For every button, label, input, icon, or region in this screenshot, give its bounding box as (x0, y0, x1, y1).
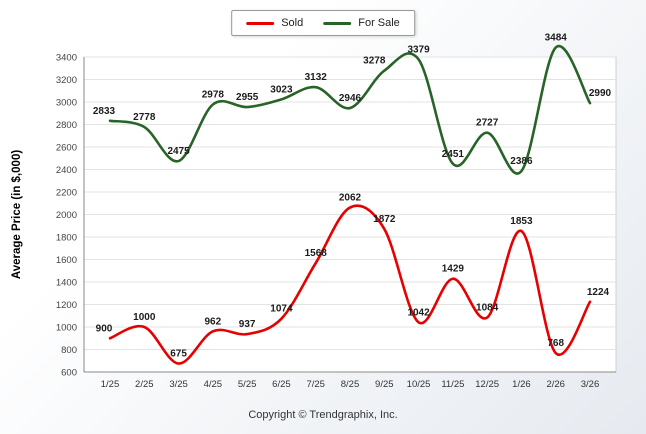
x-tick-label: 8/25 (341, 379, 360, 390)
data-label: 900 (96, 323, 113, 334)
series-line-for-sale (108, 44, 592, 175)
data-label: 2386 (510, 156, 533, 167)
data-label: 3379 (407, 44, 430, 55)
x-tick-label: 12/25 (475, 379, 499, 390)
x-tick-label: 11/25 (441, 379, 464, 390)
data-label: 2978 (202, 89, 225, 100)
legend-item-sold[interactable]: Sold (246, 17, 303, 29)
x-tick-label: 9/25 (375, 379, 394, 390)
y-tick-label: 3200 (56, 75, 77, 86)
x-tick-label: 10/25 (407, 379, 431, 390)
data-label: 3484 (545, 33, 568, 44)
y-tick-label: 1200 (56, 300, 77, 311)
data-label: 937 (239, 319, 256, 330)
x-tick-label: 4/25 (204, 379, 223, 390)
data-label: 675 (170, 349, 187, 360)
data-label: 1429 (442, 264, 465, 275)
x-tick-label: 5/25 (238, 379, 257, 390)
x-tick-label: 2/25 (135, 379, 154, 390)
x-tick-label: 6/25 (272, 379, 291, 390)
data-label: 1568 (305, 248, 328, 259)
copyright-text: Copyright © Trendgraphix, Inc. (248, 409, 398, 421)
series-labels-sold: 900 1000 675 962 937 1074 1568 2062 1872 1042 1429… (96, 193, 610, 360)
y-tick-label: 2200 (56, 188, 77, 199)
legend-label-sold: Sold (281, 17, 304, 29)
for-sale-line-swatch (323, 21, 352, 25)
y-axis-title: Average Price (in $,000) (11, 150, 23, 280)
data-label: 1084 (476, 303, 499, 314)
x-tick-label: 7/25 (306, 379, 325, 390)
data-label: 1074 (270, 304, 293, 315)
y-tick-label: 1400 (56, 278, 77, 289)
x-tick-label: 3/26 (581, 379, 600, 390)
y-tick-label: 2400 (56, 165, 77, 176)
data-label: 1000 (133, 312, 156, 323)
legend: Sold For Sale (231, 10, 415, 36)
y-tick-label: 1800 (56, 233, 77, 244)
y-tick-label: 3400 (56, 53, 77, 64)
data-label: 2062 (339, 193, 362, 204)
y-tick-label: 1600 (56, 255, 77, 266)
data-label: 1872 (373, 214, 396, 225)
data-label: 2475 (167, 146, 190, 157)
y-tick-label: 2000 (56, 210, 77, 221)
data-label: 2946 (339, 93, 362, 104)
price-trend-chart: 600 800 1000 1200 1400 1600 1800 2000 2200 2400 26… (11, 33, 617, 390)
y-tick-labels: 600 800 1000 1200 1400 1600 1800 2000 2200 2400 26… (56, 53, 77, 379)
x-tick-labels: 1/25 2/25 3/25 4/25 5/25 6/25 7/25 8/25 9/25 10/2… (101, 379, 600, 390)
gridlines (84, 56, 616, 350)
x-tick-label: 1/25 (101, 379, 120, 390)
data-label: 962 (205, 316, 222, 327)
sold-line-swatch (246, 21, 275, 25)
data-label: 3278 (363, 56, 386, 67)
x-tick-label: 3/25 (169, 379, 188, 390)
data-label: 2955 (236, 92, 259, 103)
series-line-sold (108, 204, 592, 365)
data-label: 1042 (407, 307, 430, 318)
series-labels-for-sale: 2833 2778 2475 2978 2955 3023 3132 2946 3278 3379… (93, 33, 612, 168)
data-label: 2833 (93, 106, 116, 117)
y-tick-label: 800 (61, 345, 77, 356)
y-tick-label: 2600 (56, 143, 77, 154)
legend-item-for-sale[interactable]: For Sale (323, 17, 400, 29)
data-label: 2778 (133, 112, 156, 123)
data-label: 2727 (476, 118, 499, 129)
data-label: 2990 (589, 88, 612, 99)
legend-label-for-sale: For Sale (358, 17, 400, 29)
data-label: 3023 (270, 84, 293, 95)
y-tick-label: 600 (61, 368, 77, 379)
data-label: 768 (547, 338, 564, 349)
data-label: 3132 (305, 72, 328, 83)
y-tick-label: 1000 (56, 323, 77, 334)
data-label: 1853 (510, 216, 533, 227)
x-tick-label: 1/26 (512, 379, 531, 390)
y-tick-label: 3000 (56, 98, 77, 109)
y-tick-label: 2800 (56, 120, 77, 131)
x-tick-label: 2/26 (546, 379, 565, 390)
data-label: 2451 (442, 149, 465, 160)
data-label: 1224 (587, 287, 610, 298)
